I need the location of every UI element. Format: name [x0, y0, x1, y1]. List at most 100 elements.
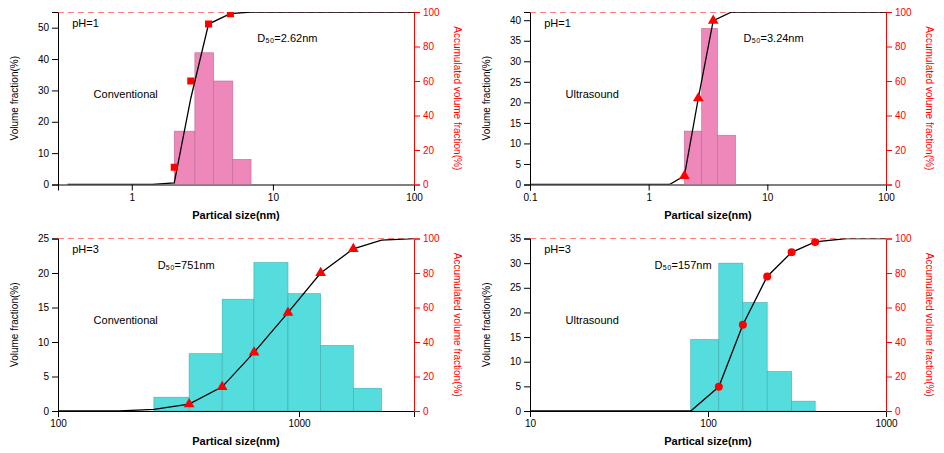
y-tick: 10	[38, 148, 58, 159]
bar	[233, 159, 251, 184]
panel: 11010001020304050020406080100Partical si…	[9, 7, 463, 221]
marker	[184, 398, 195, 407]
bar	[353, 388, 381, 411]
x-tick-label: 1	[130, 192, 136, 203]
x-tick: 100	[406, 185, 423, 203]
y2-axis-title: Accumulated volume fraction(%)	[452, 253, 463, 397]
y2-tick-label: 100	[895, 7, 912, 18]
y-tick-label: 25	[510, 77, 522, 88]
marker	[205, 21, 212, 28]
y-tick-mark	[52, 377, 58, 378]
y2-tick-label: 80	[895, 41, 907, 52]
y-tick-mark	[52, 342, 58, 343]
y-tick-mark	[524, 239, 530, 240]
y-tick-label: 50	[38, 22, 50, 33]
y-axis: 0510152025303540	[510, 13, 531, 191]
y-tick-mark	[52, 308, 58, 309]
y-tick-label: 15	[510, 118, 522, 129]
y-tick: 5	[515, 381, 530, 392]
annotation: D₅₀=751nm	[158, 259, 215, 271]
y-tick-mark	[52, 122, 58, 123]
x-tick-label: 100	[700, 418, 717, 429]
x-axis-line	[531, 185, 887, 191]
y-tick-label: 30	[38, 85, 50, 96]
y2-tick-mark	[414, 308, 420, 309]
y-tick-label: 40	[38, 54, 50, 65]
marker	[739, 321, 747, 329]
y2-tick-label: 60	[423, 302, 435, 313]
marker	[693, 92, 704, 101]
y-tick: 20	[38, 116, 58, 127]
y-axis: 05101520253035	[510, 233, 531, 417]
bar	[288, 294, 321, 411]
bar	[719, 263, 743, 411]
y-tick-mark	[524, 337, 530, 338]
x-tick: 10	[525, 411, 537, 429]
x-tick: 10	[268, 185, 280, 203]
y-tick-label: 0	[43, 406, 49, 417]
marker	[715, 383, 723, 391]
marker	[708, 14, 719, 23]
y2-tick-label: 0	[423, 179, 429, 190]
y-tick-mark	[52, 185, 58, 186]
marker	[249, 346, 260, 355]
y2-tick-label: 80	[895, 268, 907, 279]
marker	[788, 248, 796, 256]
y2-tick-label: 100	[423, 233, 440, 244]
y2-tick-label: 100	[423, 7, 440, 18]
y-tick: 10	[510, 356, 530, 367]
x-tick-mark	[708, 411, 709, 417]
y2-tick-mark	[414, 12, 420, 13]
y-tick-mark	[52, 153, 58, 154]
plot-area	[58, 12, 414, 185]
x-axis-line	[59, 185, 415, 191]
y-axis-line	[52, 13, 59, 186]
y-tick-label: 35	[510, 35, 522, 46]
y-tick-label: 35	[510, 233, 522, 244]
y2-tick: 40	[414, 337, 435, 348]
reference-line	[530, 239, 886, 240]
x-axis: 101001000	[525, 411, 898, 429]
y-tick: 35	[510, 35, 530, 46]
x-axis: 1 10 100	[59, 185, 424, 203]
y-tick-mark	[52, 411, 58, 412]
y-tick-mark	[524, 82, 530, 83]
y-tick-label: 10	[510, 356, 522, 367]
y-tick: 30	[510, 56, 530, 67]
y-tick-label: 10	[38, 148, 50, 159]
y-tick-label: 5	[43, 371, 49, 382]
x-axis: 1001000	[50, 411, 414, 429]
y-tick-label: 0	[515, 406, 521, 417]
y2-tick: 60	[886, 76, 907, 87]
y-tick: 20	[510, 97, 530, 108]
y-tick-label: 5	[515, 159, 521, 170]
y2-axis-line	[415, 13, 421, 186]
x-tick-label: 1	[646, 192, 652, 203]
y-tick-label: 20	[510, 97, 522, 108]
y2-tick: 0	[886, 179, 901, 190]
x-tick: 1	[646, 185, 652, 203]
y2-tick: 20	[886, 371, 907, 382]
y2-tick-label: 60	[423, 76, 435, 87]
marker	[187, 77, 194, 84]
y-tick: 0	[515, 179, 530, 190]
x-tick: 100	[878, 185, 895, 203]
y2-tick-label: 60	[895, 76, 907, 87]
y-axis: 0510152025	[38, 233, 59, 417]
y-tick-label: 40	[510, 15, 522, 26]
y-tick-label: 20	[510, 307, 522, 318]
y-tick: 40	[38, 54, 58, 65]
annotation: pH=1	[544, 17, 571, 29]
y2-tick-mark	[886, 47, 892, 48]
x-axis-title: Partical size(nm)	[192, 209, 280, 221]
y2-axis: 020406080100	[414, 233, 440, 417]
bar	[717, 135, 735, 184]
y2-tick-mark	[886, 150, 892, 151]
markers	[171, 12, 234, 171]
x-tick-label: 0.1	[524, 192, 538, 203]
y2-tick-label: 60	[895, 302, 907, 313]
y-tick-label: 25	[38, 233, 50, 244]
y2-tick: 60	[886, 302, 907, 313]
marker	[679, 170, 690, 179]
y-tick: 25	[510, 77, 530, 88]
